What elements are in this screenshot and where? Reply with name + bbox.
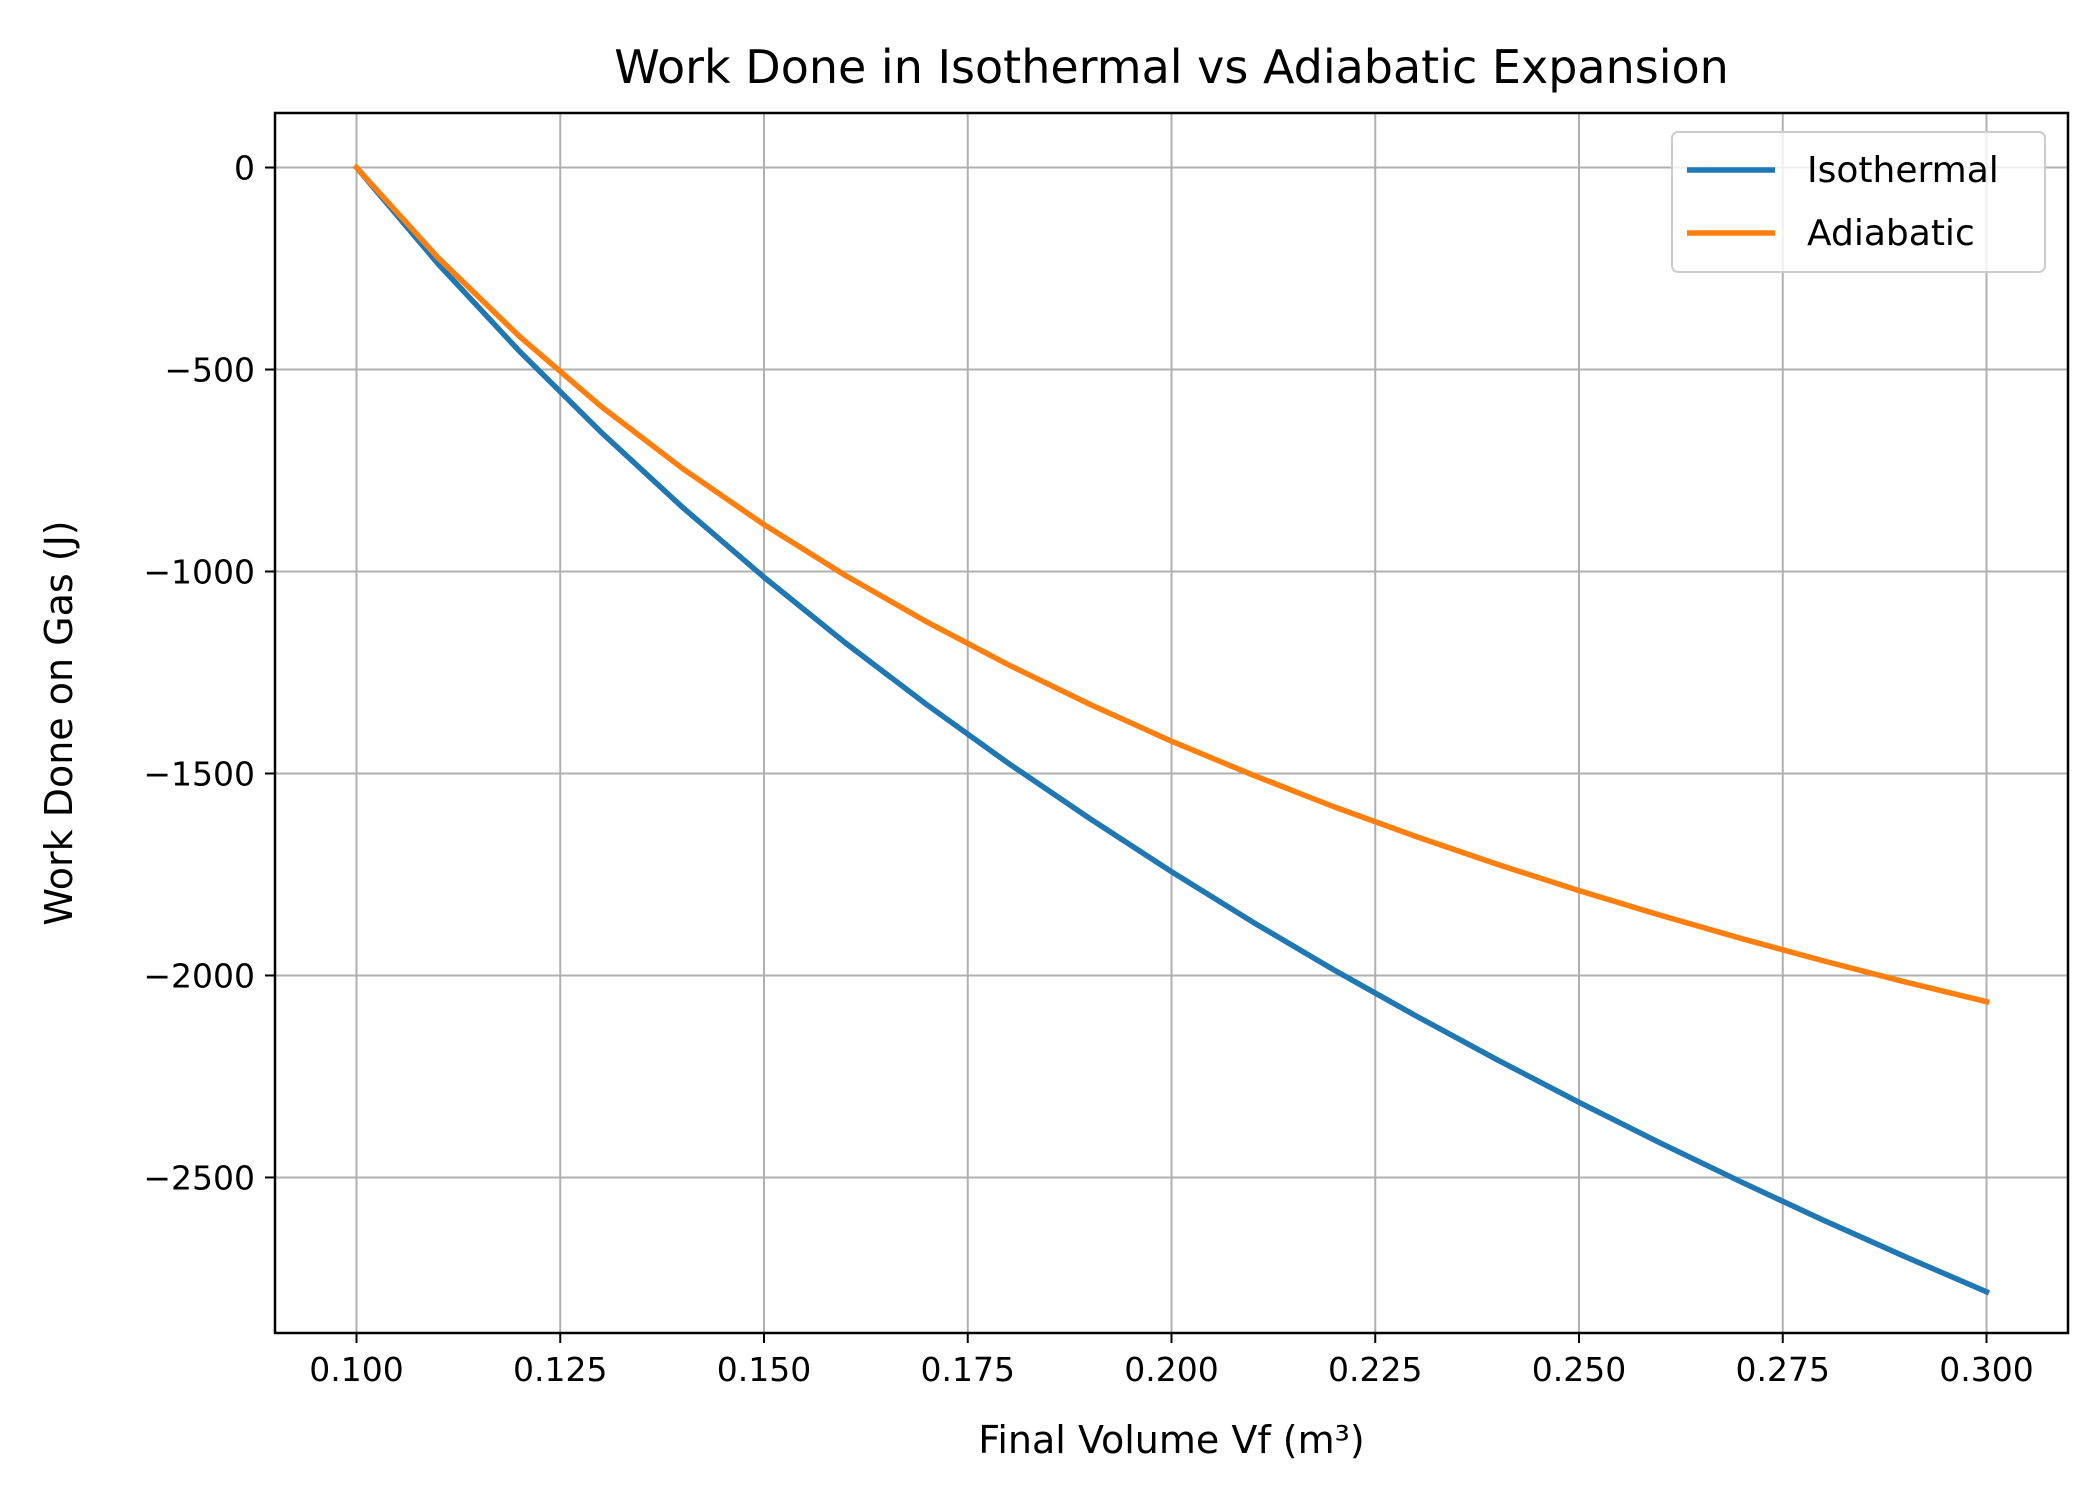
chart-title: Work Done in Isothermal vs Adiabatic Exp… bbox=[614, 40, 1729, 94]
x-tick-label: 0.175 bbox=[921, 1350, 1015, 1389]
y-tick-label: 0 bbox=[234, 149, 255, 188]
x-tick-label: 0.275 bbox=[1736, 1350, 1830, 1389]
y-tick-label: −1000 bbox=[143, 553, 255, 592]
series-layer bbox=[352, 163, 1991, 1296]
x-tick-label: 0.300 bbox=[1939, 1350, 2033, 1389]
y-tick-label: −2500 bbox=[143, 1158, 255, 1197]
legend-label-isothermal: Isothermal bbox=[1807, 150, 1999, 191]
x-tick-label: 0.200 bbox=[1124, 1350, 1218, 1389]
legend-box bbox=[1671, 131, 2046, 273]
y-tick-label: −2000 bbox=[143, 956, 255, 995]
series-line-adiabatic bbox=[352, 163, 1990, 1006]
legend: Isothermal Adiabatic bbox=[1671, 131, 2046, 273]
x-tick-label: 0.150 bbox=[717, 1350, 811, 1389]
y-tick-label: −1500 bbox=[143, 754, 255, 793]
y-axis-label: Work Done on Gas (J) bbox=[37, 520, 81, 925]
x-tick-label: 0.225 bbox=[1328, 1350, 1422, 1389]
x-axis-label: Final Volume Vf (m³) bbox=[978, 1418, 1364, 1462]
x-tick-label: 0.250 bbox=[1532, 1350, 1626, 1389]
series-line-isothermal bbox=[352, 163, 1991, 1296]
x-tick-label: 0.125 bbox=[513, 1350, 607, 1389]
axis-ticks: 0.100 0.125 0.150 0.175 0.200 0.225 0.250 0.275… bbox=[143, 149, 2033, 1389]
legend-label-adiabatic: Adiabatic bbox=[1807, 213, 1975, 254]
y-tick-label: −500 bbox=[164, 351, 255, 390]
x-tick-label: 0.100 bbox=[309, 1350, 403, 1389]
